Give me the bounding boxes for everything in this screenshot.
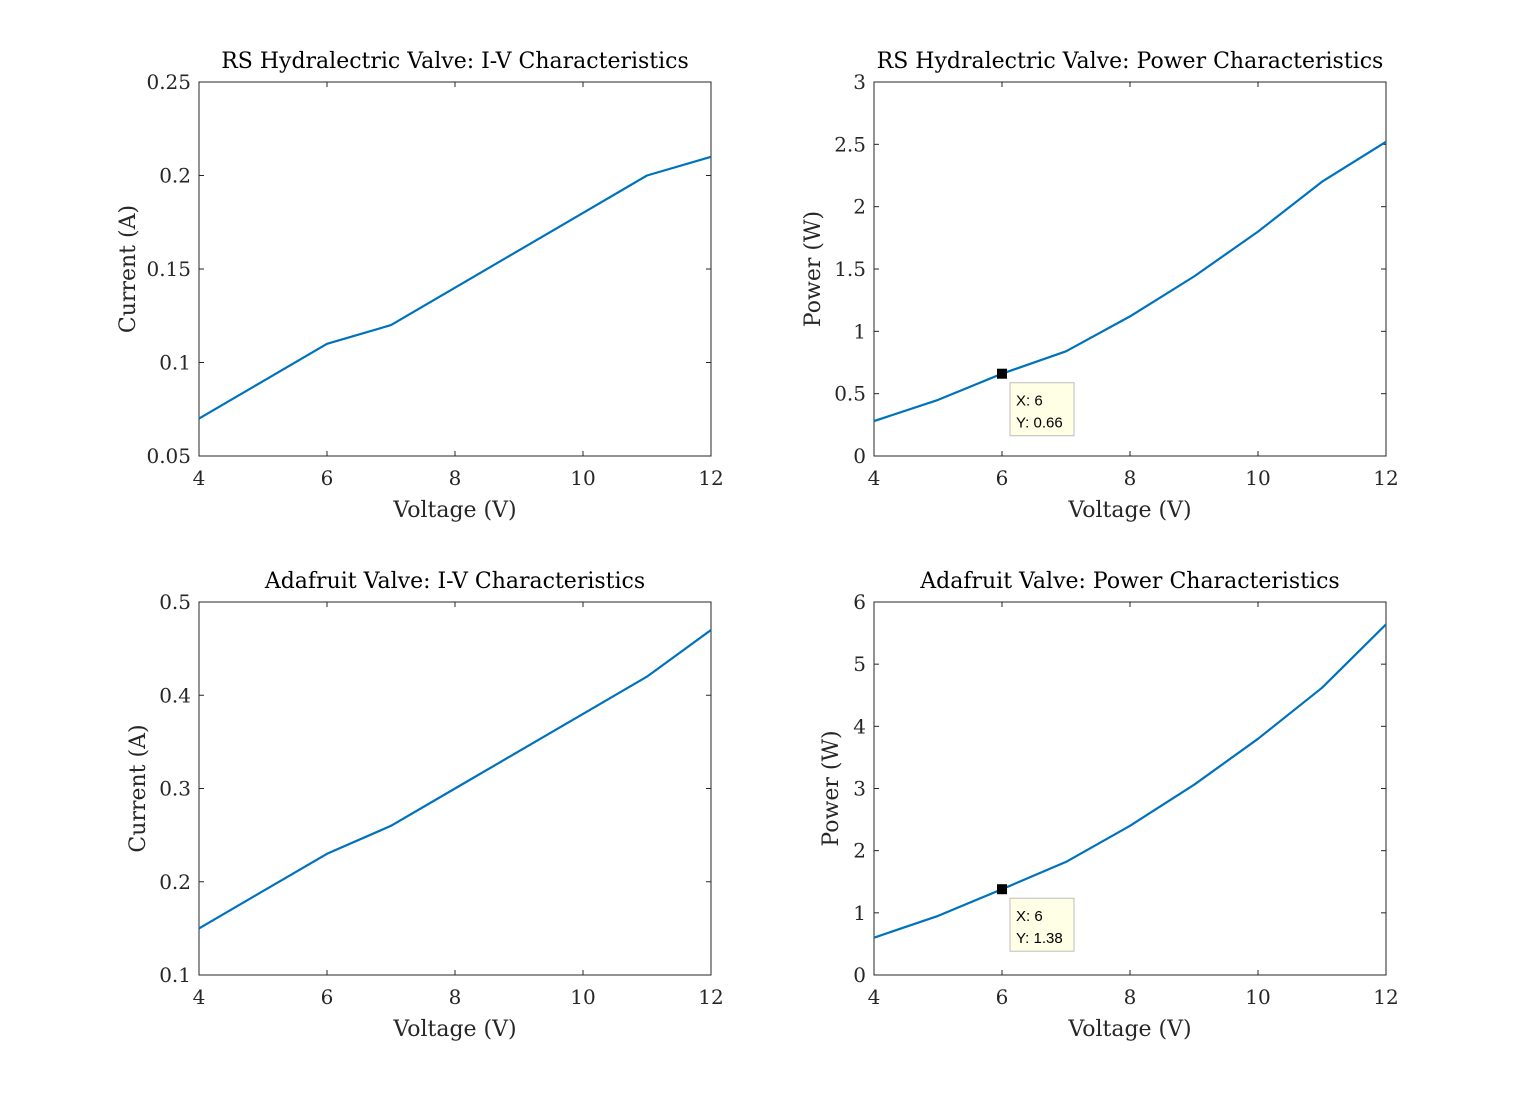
y-tick-label: 3 xyxy=(853,70,866,94)
y-tick-label: 5 xyxy=(853,652,866,676)
y-tick-label: 0.4 xyxy=(159,683,191,707)
datatip-box xyxy=(1009,382,1075,437)
chart-panel-2: 4 6 8 10 12 0 0.5 1 1.5 2 2.5 3 RS Hydralectric Valv… xyxy=(801,49,1399,523)
datatip-marker xyxy=(997,884,1007,895)
x-tick-label: 12 xyxy=(698,985,723,1009)
x-tick-label: 6 xyxy=(321,985,334,1009)
y-tick-label: 6 xyxy=(853,590,866,614)
chart-panel-3: 4 6 8 10 12 0.1 0.2 0.3 0.4 0.5 Adafruit Valve: I-… xyxy=(126,569,724,1042)
y-axis-label: Power (W) xyxy=(801,211,826,327)
y-axis-label: Current (A) xyxy=(116,205,141,333)
x-axis-label: Voltage (V) xyxy=(392,498,516,523)
x-tick-label: 12 xyxy=(1373,466,1398,490)
series-line xyxy=(198,629,712,930)
x-tick-label: 6 xyxy=(996,466,1009,490)
plot-frame xyxy=(873,81,1387,457)
chart-panel-1: 4 6 8 10 12 0.05 0.1 0.15 0.2 0.25 RS Hydralectric… xyxy=(116,49,724,523)
x-axis-label: Voltage (V) xyxy=(1067,1017,1191,1042)
chart-title: Adafruit Valve: Power Characteristics xyxy=(919,569,1339,594)
y-tick-label: 1 xyxy=(853,319,866,343)
x-tick-label: 8 xyxy=(449,466,462,490)
datatip-x-text: X: 6 xyxy=(1016,908,1043,925)
y-tick-label: 1 xyxy=(853,901,866,925)
x-tick-label: 6 xyxy=(996,985,1009,1009)
y-tick-label: 0.1 xyxy=(159,351,191,375)
plot-frame xyxy=(198,81,712,457)
chart-title: Adafruit Valve: I-V Characteristics xyxy=(264,569,645,594)
x-tick-label: 8 xyxy=(1124,985,1137,1009)
chart-title: RS Hydralectric Valve: I-V Characteristi… xyxy=(221,49,689,74)
y-tick-label: 0.2 xyxy=(159,164,191,188)
series-line xyxy=(873,623,1387,939)
x-tick-label: 12 xyxy=(698,466,723,490)
series-line xyxy=(198,155,712,420)
x-tick-label: 8 xyxy=(1124,466,1137,490)
y-tick-label: 0.15 xyxy=(146,257,191,281)
x-tick-label: 4 xyxy=(193,466,206,490)
y-tick-label: 2 xyxy=(853,839,866,863)
datatip-marker xyxy=(997,368,1007,379)
y-tick-label: 3 xyxy=(853,777,866,801)
y-tick-label: 0.5 xyxy=(159,590,191,614)
datatip-x-text: X: 6 xyxy=(1016,393,1043,410)
plot-frame xyxy=(873,601,1387,976)
chart-title: RS Hydralectric Valve: Power Characteris… xyxy=(877,49,1384,74)
x-tick-label: 10 xyxy=(570,985,595,1009)
y-tick-label: 0.25 xyxy=(146,70,191,94)
x-axis-label: Voltage (V) xyxy=(392,1017,516,1042)
y-axis-label: Current (A) xyxy=(126,724,151,852)
x-tick-label: 10 xyxy=(570,466,595,490)
y-tick-label: 4 xyxy=(853,714,866,738)
x-tick-label: 4 xyxy=(868,985,881,1009)
y-tick-label: 2.5 xyxy=(834,132,866,156)
y-tick-label: 0 xyxy=(853,963,866,987)
datatip-y-text: Y: 0.66 xyxy=(1016,415,1063,432)
x-tick-label: 10 xyxy=(1245,985,1270,1009)
x-axis-label: Voltage (V) xyxy=(1067,498,1191,523)
x-tick-label: 6 xyxy=(321,466,334,490)
y-tick-label: 0.2 xyxy=(159,870,191,894)
y-tick-label: 0.5 xyxy=(834,382,866,406)
y-axis-label: Power (W) xyxy=(819,730,844,846)
y-tick-label: 0 xyxy=(853,444,866,468)
x-tick-label: 10 xyxy=(1245,466,1270,490)
x-tick-label: 8 xyxy=(449,985,462,1009)
y-tick-label: 0.3 xyxy=(159,777,191,801)
datatip-box xyxy=(1009,897,1075,952)
datatip-y-text: Y: 1.38 xyxy=(1016,930,1063,947)
x-tick-label: 4 xyxy=(868,466,881,490)
x-tick-label: 12 xyxy=(1373,985,1398,1009)
x-tick-label: 4 xyxy=(193,985,206,1009)
y-tick-label: 2 xyxy=(853,195,866,219)
y-tick-label: 0.05 xyxy=(146,444,191,468)
y-tick-label: 0.1 xyxy=(159,963,191,987)
y-tick-label: 1.5 xyxy=(834,257,866,281)
series-line xyxy=(873,140,1387,423)
